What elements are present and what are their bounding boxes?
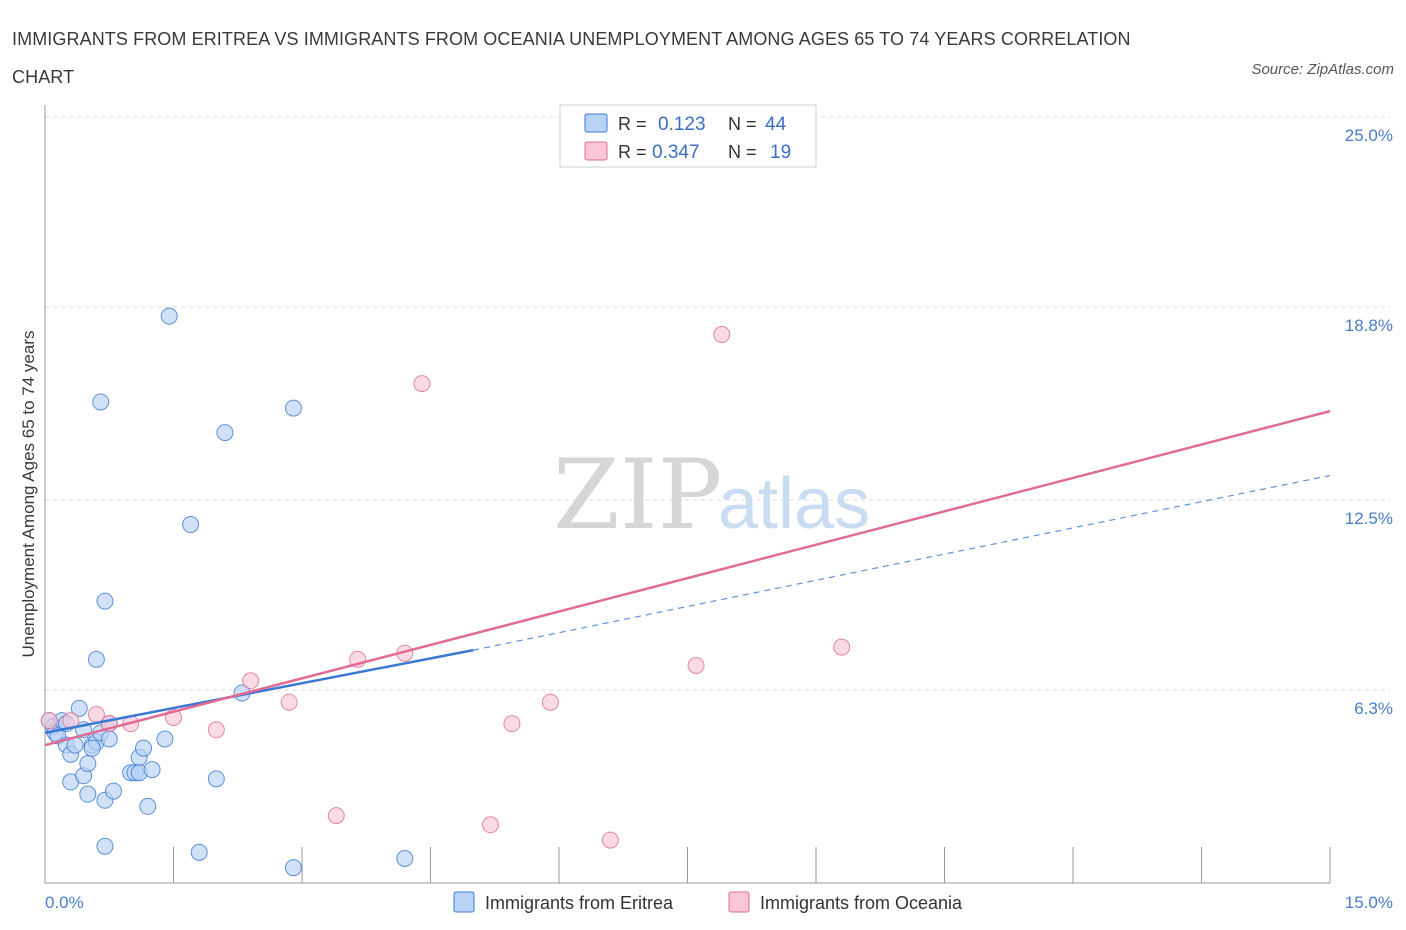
point-oceania-0 <box>40 712 58 730</box>
legend-top: R = 0.123 N = 44 R = 0.347 N = 19 <box>559 104 817 168</box>
watermark-atlas: atlas <box>718 464 870 544</box>
legend-bottom: Immigrants from Eritrea Immigrants from … <box>453 891 963 913</box>
point-eritrea-24 <box>105 782 123 800</box>
point-eritrea-21 <box>96 837 114 855</box>
point-eritrea-18 <box>92 393 110 411</box>
watermark: ZIP atlas <box>553 439 870 551</box>
legend-r-value-eritrea: 0.123 <box>658 114 706 135</box>
legend-n-value-oceania: 19 <box>770 142 791 163</box>
point-eritrea-23 <box>100 730 118 748</box>
point-eritrea-13 <box>79 785 97 803</box>
bottom-legend-label-eritrea: Immigrants from Eritrea <box>485 893 674 913</box>
legend-n-value-eritrea: 44 <box>765 114 787 135</box>
point-eritrea-12 <box>79 755 97 773</box>
point-eritrea-37 <box>216 424 234 442</box>
source-label: Source: ZipAtlas.com <box>1251 61 1394 78</box>
point-oceania-7 <box>242 672 260 690</box>
point-oceania-9 <box>327 807 345 825</box>
legend-r-label-oceania: R = <box>618 142 647 162</box>
legend-r-label-eritrea: R = <box>618 114 647 134</box>
y-tick-label-0: 6.3% <box>1354 699 1393 718</box>
legend-n-label-oceania: N = <box>728 142 757 162</box>
point-oceania-13 <box>481 816 499 834</box>
point-eritrea-36 <box>207 770 225 788</box>
point-eritrea-41 <box>396 849 414 867</box>
y-tick-label-2: 18.8% <box>1345 316 1393 335</box>
y-tick-labels: 6.3% 12.5% 18.8% 25.0% <box>1345 126 1393 718</box>
point-eritrea-29 <box>135 739 153 757</box>
bottom-legend-swatch-eritrea <box>453 891 475 913</box>
trend-line-eritrea-dashed <box>473 474 1331 651</box>
chart-title: IMMIGRANTS FROM ERITREA VS IMMIGRANTS FR… <box>12 29 1131 87</box>
point-oceania-12 <box>413 375 431 393</box>
point-oceania-8 <box>280 693 298 711</box>
trend-lines <box>44 409 1331 747</box>
legend-swatch-eritrea <box>584 113 608 133</box>
y-tick-label-1: 12.5% <box>1345 509 1393 528</box>
point-oceania-6 <box>207 721 225 739</box>
point-oceania-15 <box>541 693 559 711</box>
trend-line-eritrea-solid <box>44 648 474 735</box>
legend-n-label-eritrea: N = <box>728 114 757 134</box>
point-eritrea-43 <box>83 739 101 757</box>
legend-r-value-oceania: 0.347 <box>652 142 700 163</box>
point-eritrea-31 <box>143 761 161 779</box>
point-oceania-17 <box>687 656 705 674</box>
point-oceania-14 <box>503 715 521 733</box>
point-eritrea-39 <box>284 399 302 417</box>
point-eritrea-16 <box>87 650 105 668</box>
legend-swatch-oceania <box>584 141 608 161</box>
axes <box>44 105 1331 884</box>
bottom-legend-label-oceania: Immigrants from Oceania <box>760 893 963 913</box>
x-tick-labels: 0.0% 15.0% <box>45 893 1393 912</box>
watermark-zip: ZIP <box>553 439 722 551</box>
point-oceania-18 <box>713 326 731 344</box>
point-oceania-16 <box>601 831 619 849</box>
y-tick-label-3: 25.0% <box>1345 126 1393 145</box>
grid <box>45 116 1390 691</box>
point-eritrea-34 <box>182 516 200 534</box>
data-points <box>40 108 851 877</box>
point-eritrea-30 <box>139 797 157 815</box>
point-eritrea-35 <box>190 843 208 861</box>
x-tick-label-1: 15.0% <box>1345 893 1393 912</box>
trend-line-oceania <box>44 409 1331 747</box>
y-axis-label: Unemployment Among Ages 65 to 74 years <box>19 331 38 658</box>
point-oceania-19 <box>833 638 851 656</box>
bottom-legend-swatch-oceania <box>728 891 750 913</box>
point-eritrea-20 <box>96 592 114 610</box>
point-eritrea-33 <box>160 307 178 325</box>
point-eritrea-32 <box>156 730 174 748</box>
x-tick-label-0: 0.0% <box>45 893 84 912</box>
point-eritrea-40 <box>284 859 302 877</box>
point-eritrea-9 <box>70 699 88 717</box>
